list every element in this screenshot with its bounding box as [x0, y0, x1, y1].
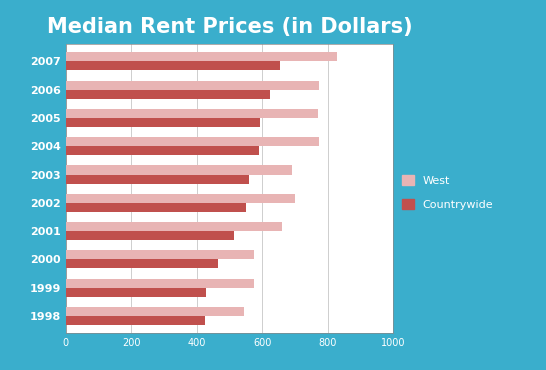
Bar — [66, 279, 254, 288]
Bar — [66, 307, 244, 316]
Bar — [66, 146, 259, 155]
Bar — [66, 81, 319, 90]
Bar — [66, 231, 234, 240]
Bar — [66, 165, 292, 175]
Legend: West, Countrywide: West, Countrywide — [397, 169, 498, 215]
Title: Median Rent Prices (in Dollars): Median Rent Prices (in Dollars) — [46, 17, 412, 37]
Bar — [66, 203, 246, 212]
Bar — [66, 118, 260, 127]
Bar — [66, 222, 282, 231]
Bar — [66, 316, 205, 325]
Bar — [66, 259, 218, 269]
Bar — [66, 137, 319, 146]
Bar — [66, 61, 280, 70]
Bar — [66, 194, 295, 203]
Bar — [66, 90, 270, 99]
Bar — [66, 250, 254, 259]
Bar — [66, 288, 206, 297]
Bar — [66, 52, 337, 61]
Bar — [66, 175, 249, 184]
Bar — [66, 109, 318, 118]
